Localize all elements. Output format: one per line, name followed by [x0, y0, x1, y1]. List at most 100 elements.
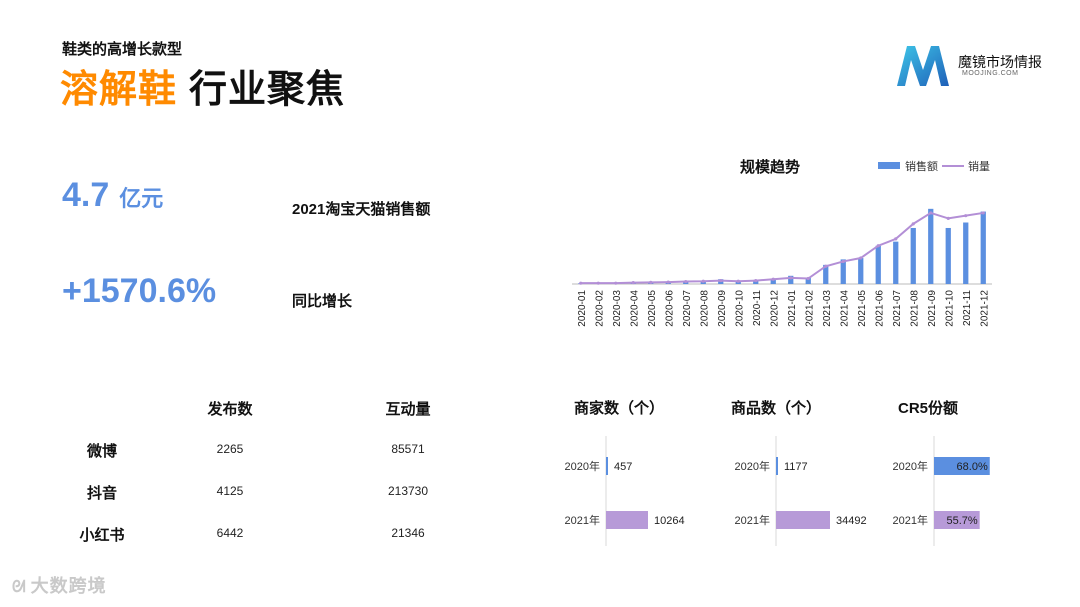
- bar-2021-07: [893, 241, 899, 284]
- volume-point-2020-04: [631, 281, 635, 285]
- x-tick-2021-11: 2021-11: [962, 290, 973, 326]
- x-tick-2020-02: 2020-02: [594, 290, 605, 327]
- x-tick-2021-04: 2021-04: [839, 290, 850, 327]
- volume-point-2020-09: [719, 278, 723, 283]
- bar-2021-05: [858, 258, 864, 284]
- platform-weibo: 微博: [86, 443, 117, 460]
- x-tick-2021-08: 2021-08: [909, 290, 920, 327]
- bar-2021-08: [910, 227, 916, 284]
- bar-2020年: [606, 457, 608, 475]
- volume-point-2021-01: [789, 276, 793, 280]
- sales-label: 2021淘宝天猫销售额: [292, 201, 431, 218]
- sales-stat: 4.7 亿元: [62, 176, 163, 215]
- growth-value: +1570.6%: [62, 272, 217, 310]
- volume-point-2021-04: [841, 259, 845, 264]
- trend-chart-title: 规模趋势: [740, 159, 801, 176]
- category-label-2020年: 2020年: [893, 459, 928, 473]
- volume-point-2021-11: [964, 214, 968, 218]
- bar-2021年: [934, 511, 980, 529]
- x-tick-2021-09: 2021-09: [927, 290, 938, 327]
- x-tick-2020-05: 2020-05: [647, 290, 658, 327]
- page-title: 溶解鞋 行业聚焦: [60, 58, 345, 113]
- bar-2021-10: [945, 227, 951, 284]
- volume-point-2021-06: [876, 244, 880, 248]
- bar-2021年: [606, 511, 648, 529]
- x-tick-2020-04: 2020-04: [629, 290, 640, 327]
- watermark-icon: ᘛ: [12, 579, 27, 596]
- douyin-interactions: 213730: [387, 484, 429, 498]
- category-label-2021年: 2021年: [893, 513, 928, 527]
- x-tick-2021-10: 2021-10: [944, 290, 955, 327]
- x-tick-2021-12: 2021-12: [979, 290, 990, 327]
- volume-point-2021-02: [806, 276, 810, 281]
- x-tick-2021-06: 2021-06: [874, 290, 885, 327]
- volume-point-2021-09: [929, 211, 933, 215]
- weibo-posts: 2265: [216, 442, 244, 456]
- platform-xiaohongshu: 小红书: [79, 527, 125, 544]
- bar-2021-02: [805, 277, 811, 284]
- category-label-2021年: 2021年: [735, 513, 770, 527]
- x-tick-2020-03: 2020-03: [612, 290, 623, 327]
- x-tick-2020-12: 2020-12: [769, 290, 780, 327]
- products-chart: 2020年 1177 2021年 34492: [735, 436, 867, 546]
- bar-2020-10: [735, 281, 741, 284]
- x-tick-2020-07: 2020-07: [682, 290, 693, 327]
- x-tick-2020-08: 2020-08: [699, 290, 710, 327]
- platform-douyin: 抖音: [86, 485, 117, 502]
- sales-value: 4.7: [62, 176, 110, 214]
- value-label-2020年: 457: [614, 461, 632, 473]
- merchants-chart: 2020年 457 2021年 10264: [565, 436, 685, 546]
- volume-point-2021-12: [981, 211, 985, 215]
- x-tick-2021-03: 2021-03: [822, 290, 833, 327]
- bar-2021-04: [840, 259, 846, 284]
- x-tick-2020-10: 2020-10: [734, 290, 745, 327]
- sales-unit: 亿元: [119, 186, 164, 211]
- x-tick-2021-01: 2021-01: [787, 290, 798, 327]
- category-label-2020年: 2020年: [735, 459, 770, 473]
- value-label-2021年: 34492: [836, 515, 867, 527]
- title-rest: 行业聚焦: [189, 69, 346, 111]
- volume-point-2020-03: [614, 281, 618, 285]
- category-label-2021年: 2021年: [565, 513, 600, 527]
- volume-point-2021-08: [911, 222, 915, 226]
- watermark-text: 大数跨境: [30, 576, 107, 596]
- volume-point-2020-08: [701, 279, 705, 283]
- volume-point-2021-10: [946, 216, 950, 220]
- douyin-posts: 4125: [216, 484, 244, 498]
- growth-label: 同比增长: [292, 293, 353, 310]
- bar-2020年: [934, 457, 990, 475]
- volume-point-2020-01: [579, 281, 583, 285]
- x-tick-2021-07: 2021-07: [892, 290, 903, 327]
- xiaohongshu-interactions: 21346: [391, 526, 425, 540]
- volume-point-2020-07: [684, 279, 688, 284]
- volume-point-2020-12: [771, 277, 775, 281]
- bar-2021-06: [875, 245, 881, 284]
- bar-2021-12: [980, 211, 986, 284]
- volume-point-2020-10: [736, 279, 740, 283]
- value-label-2021年: 55.7%: [946, 515, 977, 527]
- value-label-2021年: 10264: [654, 515, 685, 527]
- title-highlight: 溶解鞋: [60, 69, 178, 111]
- volume-point-2020-11: [754, 278, 758, 283]
- bar-2020年: [776, 457, 778, 475]
- volume-point-2021-05: [859, 256, 863, 260]
- bar-2021-09: [928, 208, 934, 284]
- logo-name: 魔镜市场情报: [958, 54, 1042, 70]
- legend-label-volume: 销量: [968, 159, 990, 173]
- volume-point-2020-05: [649, 280, 653, 284]
- bar-2021-11: [963, 222, 969, 284]
- xiaohongshu-posts: 6442: [216, 526, 244, 540]
- weibo-interactions: 85571: [391, 442, 425, 456]
- bar-2020-12: [770, 279, 776, 284]
- category-label-2020年: 2020年: [565, 459, 600, 473]
- bar-2021-01: [788, 275, 794, 284]
- volume-point-2020-06: [666, 280, 670, 284]
- bar-2021年: [776, 511, 830, 529]
- legend-swatch-sales: [878, 162, 900, 169]
- x-tick-2020-01: 2020-01: [577, 290, 588, 327]
- value-label-2020年: 68.0%: [957, 461, 988, 473]
- cr5-chart: 2020年 68.0% 2021年 55.7%: [893, 436, 990, 546]
- table-header-interactions: 互动量: [385, 401, 431, 418]
- x-tick-2021-02: 2021-02: [804, 290, 815, 327]
- trend-chart: 销售额 销量 2020-01 2020-02 2020-03 2020-04 2020-05…: [572, 159, 992, 327]
